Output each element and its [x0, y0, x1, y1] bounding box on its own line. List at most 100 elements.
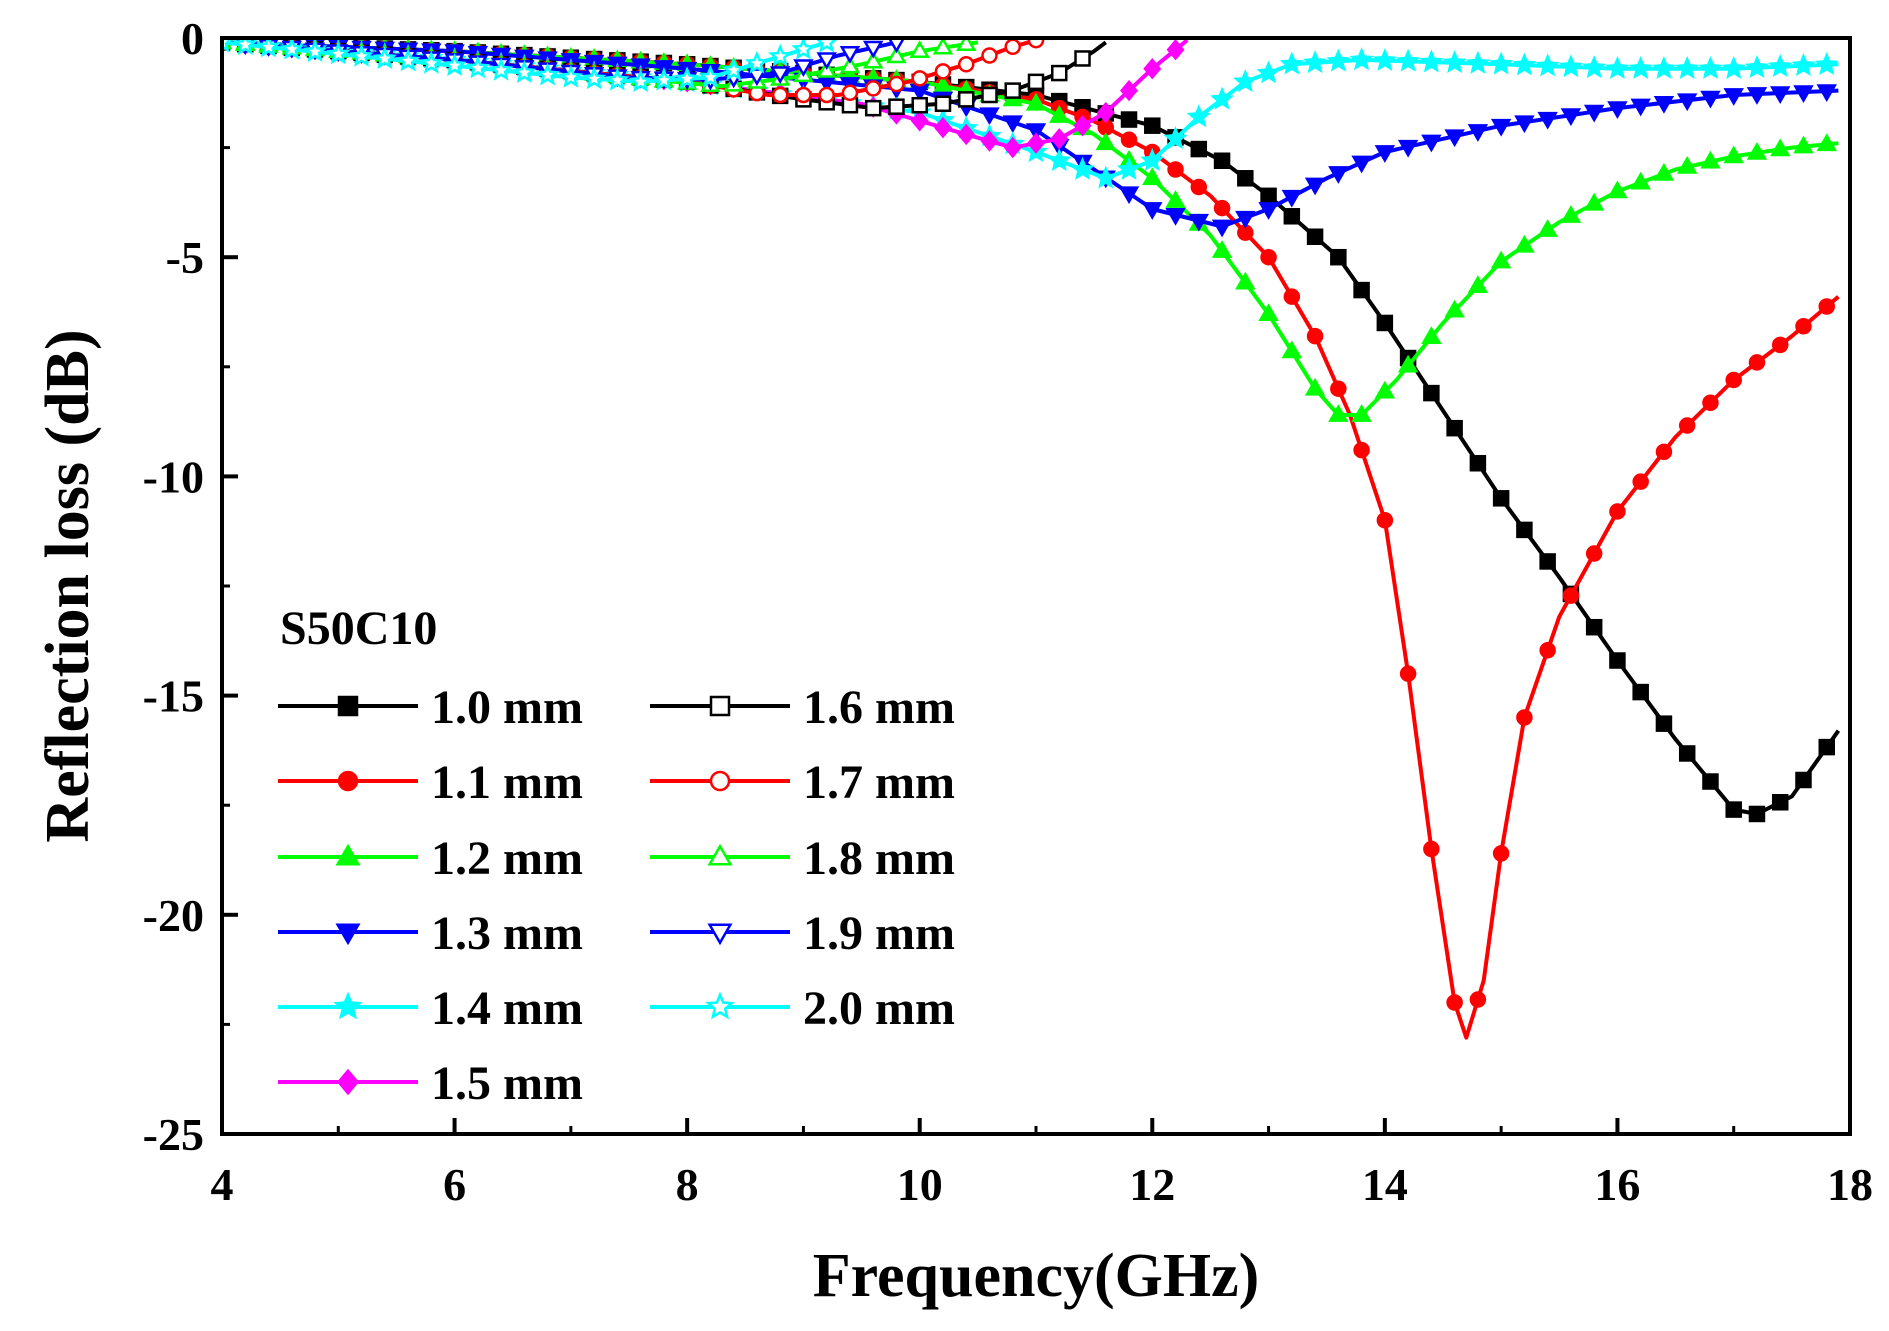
- data-point: [1279, 51, 1304, 75]
- legend-entry-2-0-mm: 2.0 mm: [650, 982, 955, 1035]
- data-point: [818, 86, 835, 104]
- data-point: [771, 86, 789, 104]
- data-point: [1676, 155, 1698, 174]
- data-point: [1213, 199, 1231, 217]
- legend-label: 1.9 mm: [803, 907, 955, 960]
- legend-entry-1-8-mm: 1.8 mm: [650, 832, 955, 885]
- data-point: [1632, 473, 1649, 490]
- data-point: [768, 43, 793, 67]
- data-point: [628, 69, 653, 93]
- data-point: [1702, 773, 1719, 790]
- data-point: [1120, 131, 1138, 148]
- data-point: [1651, 55, 1676, 79]
- axis-ticks: 4 6 8 10 12 14 16 18 0 -5 -10 -15 -20 -25: [143, 13, 1873, 1210]
- data-point: [886, 45, 907, 64]
- data-point: [910, 110, 929, 132]
- data-point: [1723, 145, 1744, 164]
- legend-marker: [709, 695, 731, 717]
- data-point: [1237, 170, 1254, 187]
- data-point: [1051, 64, 1068, 82]
- data-point: [814, 38, 839, 53]
- data-point: [489, 57, 514, 81]
- legend-entry-1-3-mm: 1.3 mm: [278, 907, 583, 960]
- data-point: [1421, 326, 1442, 345]
- data-point: [1070, 156, 1095, 180]
- legend-entry-1-5-mm: 1.5 mm: [278, 1057, 583, 1110]
- data-point: [1537, 219, 1558, 237]
- data-point: [372, 46, 397, 70]
- data-point: [279, 38, 304, 60]
- data-point: [1609, 503, 1626, 520]
- data-point: [1396, 48, 1421, 72]
- data-point: [1190, 140, 1208, 158]
- data-point: [256, 38, 281, 58]
- data-point: [1469, 991, 1487, 1008]
- data-point: [1025, 123, 1047, 141]
- data-point: [1116, 156, 1142, 180]
- data-point: [1795, 771, 1812, 789]
- data-point: [1211, 240, 1233, 258]
- data-point: [535, 62, 560, 86]
- data-point: [326, 41, 351, 65]
- data-point: [957, 123, 976, 146]
- data-point: [1027, 132, 1045, 154]
- data-point: [1818, 298, 1835, 315]
- data-point: [1004, 38, 1021, 56]
- legend-label: 1.1 mm: [431, 756, 583, 809]
- data-point: [791, 38, 816, 60]
- data-point: [1421, 134, 1442, 153]
- data-point: [1748, 805, 1766, 823]
- data-point: [934, 95, 952, 113]
- data-point: [1142, 202, 1163, 220]
- data-point: [1702, 394, 1719, 411]
- data-point: [1632, 683, 1649, 701]
- data-point: [1003, 136, 1022, 159]
- legend-marker: [705, 991, 735, 1020]
- data-point: [1258, 303, 1279, 322]
- data-point: [465, 55, 490, 79]
- data-point: [1165, 190, 1186, 208]
- data-point: [1444, 299, 1465, 318]
- data-point: [1655, 715, 1673, 732]
- legend-marker: [709, 770, 731, 792]
- data-point: [1143, 57, 1162, 80]
- legend-title: S50C10: [280, 602, 437, 655]
- data-point: [1492, 490, 1510, 507]
- data-point: [721, 57, 746, 81]
- data-point: [512, 60, 537, 84]
- legend-marker: [333, 991, 363, 1020]
- data-point: [558, 64, 583, 88]
- legend-marker: [337, 770, 359, 792]
- data-point: [1213, 152, 1231, 170]
- data-point: [442, 53, 467, 77]
- data-point: [1260, 248, 1277, 266]
- data-point: [1700, 90, 1721, 109]
- data-point: [1725, 801, 1742, 818]
- legend-marker: [335, 843, 361, 866]
- data-point: [979, 107, 1000, 126]
- data-point: [396, 48, 421, 72]
- data-point: [1374, 380, 1396, 399]
- data-point: [1793, 85, 1814, 103]
- data-point: [1073, 114, 1092, 137]
- data-point: [957, 91, 975, 108]
- data-point: [1770, 86, 1791, 104]
- data-point: [1465, 50, 1490, 74]
- data-point: [1328, 404, 1349, 422]
- data-point: [1165, 207, 1186, 226]
- data-point: [1721, 55, 1746, 79]
- data-point: [1630, 98, 1651, 117]
- data-point: [1351, 404, 1372, 422]
- series-layer: [222, 38, 1841, 1040]
- data-point: [1560, 108, 1582, 127]
- data-point: [795, 86, 812, 104]
- data-point: [839, 46, 861, 64]
- x-axis-title: Frequency(GHz): [813, 1242, 1260, 1310]
- legend-label: 1.6 mm: [803, 681, 955, 734]
- data-point: [981, 47, 998, 64]
- y-tick-label: 0: [181, 13, 204, 64]
- data-point: [1816, 133, 1837, 152]
- legend-entry-1-9-mm: 1.9 mm: [650, 907, 955, 960]
- data-point: [1490, 118, 1512, 137]
- data-point: [1210, 86, 1235, 110]
